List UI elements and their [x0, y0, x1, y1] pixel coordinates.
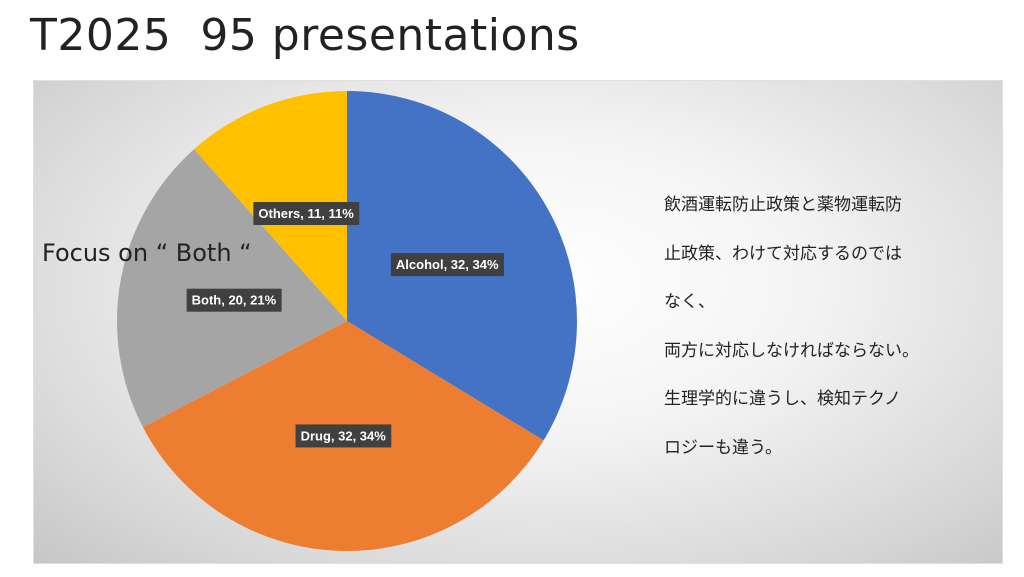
- note-line: 飲酒運転防止政策と薬物運転防: [664, 195, 902, 215]
- note-line: 止政策、わけて対応するのでは: [664, 243, 902, 264]
- data-label-text: Others, 11, 11%: [258, 206, 354, 221]
- note-line: ロジーも違う。: [664, 437, 782, 458]
- data-label-box: [253, 202, 360, 226]
- note-line: なく、: [664, 292, 715, 312]
- data-label-box: [295, 424, 392, 448]
- data-label-box: [390, 253, 504, 277]
- data-label-both: Both, 20, 21%: [186, 288, 282, 312]
- chart-panel: Alcohol, 32, 34% Drug, 32, 34% Both, 20, 2…: [33, 80, 1003, 564]
- pie-chart: Alcohol, 32, 34% Drug, 32, 34% Both, 20, 2…: [117, 91, 577, 551]
- data-label-text: Both, 20, 21%: [192, 293, 277, 308]
- note-line: 生理学的に違うし、検知テクノ: [664, 389, 901, 409]
- slide-title: T2025 95 presentations: [30, 10, 580, 61]
- data-label-drug: Drug, 32, 34%: [295, 424, 392, 448]
- data-label-box: [186, 288, 282, 312]
- data-label-text: Alcohol, 32, 34%: [396, 257, 499, 272]
- data-label-alcohol: Alcohol, 32, 34%: [390, 253, 504, 277]
- data-label-text: Drug, 32, 34%: [301, 428, 387, 443]
- pie-slice-both: [117, 149, 347, 428]
- pie-slices: [117, 91, 577, 551]
- data-label-others: Others, 11, 11%: [253, 202, 360, 226]
- focus-callout: Focus on “ Both “: [42, 239, 252, 267]
- note-text-block: 飲酒運転防止政策と薬物運転防 止政策、わけて対応するのでは なく、両方に対応しなけれ…: [664, 181, 984, 472]
- pie-data-labels: Alcohol, 32, 34% Drug, 32, 34% Both, 20, 2…: [186, 202, 504, 448]
- note-line: 両方に対応しなければならない。: [664, 340, 919, 361]
